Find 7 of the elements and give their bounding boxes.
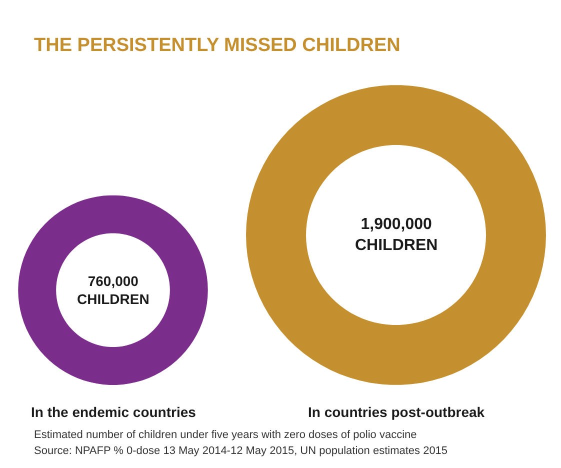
data-label: 1,900,000 CHILDREN (355, 216, 438, 254)
source-note: Source: NPAFP % 0-dose 13 May 2014-12 May 2015, UN population estimates 2015 (34, 445, 448, 457)
text: THE PERSISTENTLY MISSED CHILDREN (34, 35, 400, 56)
text: Estimated number of children under five years with zero doses of polio vaccine (34, 429, 417, 441)
category-label: In countries post-outbreak (308, 404, 485, 420)
category-label: In the endemic countries (31, 404, 196, 420)
data-label: 760,000 CHILDREN (77, 273, 150, 308)
